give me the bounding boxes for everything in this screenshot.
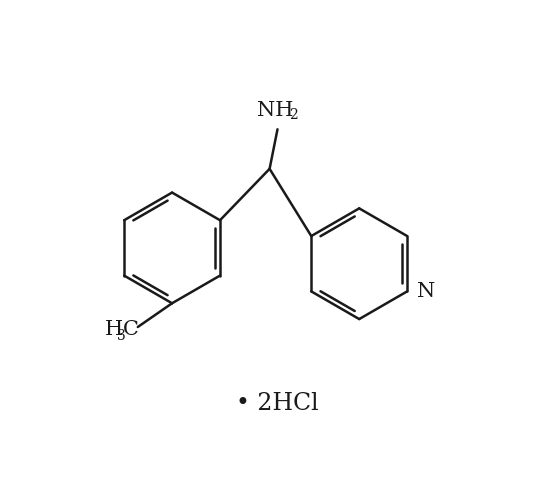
- Text: 3: 3: [117, 329, 125, 343]
- Text: • 2HCl: • 2HCl: [236, 392, 319, 415]
- Text: 2: 2: [289, 108, 298, 122]
- Text: C: C: [123, 320, 139, 339]
- Text: H: H: [105, 320, 123, 339]
- Text: N: N: [417, 282, 435, 301]
- Text: NH: NH: [256, 101, 293, 120]
